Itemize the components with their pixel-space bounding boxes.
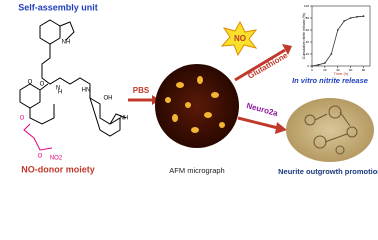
data-point — [343, 20, 346, 22]
data-point — [362, 15, 365, 18]
data-point — [356, 15, 359, 18]
x-tick-label: 80 — [362, 68, 366, 72]
label: NO — [234, 34, 246, 43]
label: PBS — [133, 86, 150, 95]
label: In vitro nitrite release — [292, 76, 368, 85]
x-tick-label: 20 — [323, 68, 327, 72]
atom: O — [38, 154, 43, 160]
y-tick-label: 0 — [307, 64, 309, 68]
atom: O — [28, 80, 33, 86]
label: Neurite outgrowth promotion — [278, 167, 378, 176]
label: Glutathione — [246, 50, 289, 80]
data-point — [323, 62, 326, 64]
data-point — [317, 63, 320, 66]
arrow — [237, 116, 279, 130]
data-point — [330, 53, 333, 55]
arrow — [234, 48, 286, 82]
atom: N — [56, 86, 60, 92]
no-burst — [220, 20, 258, 57]
atom: NH — [120, 116, 129, 122]
y-tick-label: 40 — [306, 40, 310, 44]
x-tick-label: 0 — [311, 68, 313, 72]
linker — [23, 123, 53, 151]
cell-image — [286, 98, 374, 162]
atom: OH — [104, 96, 113, 102]
structure — [19, 19, 127, 151]
arrow-head — [282, 44, 292, 55]
afm-image — [155, 64, 239, 148]
label: AFM micrograph — [169, 166, 224, 175]
cells — [304, 105, 358, 155]
atom: O — [20, 116, 25, 122]
y-axis-label: Cumulative nitrite release (%) — [302, 13, 306, 59]
data-point — [311, 65, 313, 67]
y-tick-label: 80 — [306, 16, 310, 20]
data-point — [336, 29, 339, 31]
atom: NH — [62, 40, 71, 46]
atom: HN — [82, 88, 91, 94]
arrow-head — [275, 122, 287, 134]
page: {"labels":{"self_assembly":"Self-assembl… — [18, 2, 378, 176]
afm-spots — [165, 76, 225, 133]
label: Self-assembly unit — [18, 2, 98, 12]
atom: NO2 — [50, 156, 63, 162]
atom: O — [40, 82, 45, 88]
y-tick-label: 100 — [304, 4, 309, 8]
y-tick-label: 20 — [306, 52, 310, 56]
chart-frame — [311, 5, 371, 67]
x-axis-label: Time (h) — [334, 71, 349, 76]
x-tick-label: 40 — [336, 68, 340, 72]
label: NO-donor moiety — [21, 164, 95, 174]
label: Neuro2a — [245, 101, 279, 118]
y-tick-label: 60 — [306, 28, 310, 32]
x-tick-label: 60 — [349, 68, 353, 72]
bonds — [19, 19, 127, 137]
atom: H — [58, 90, 62, 96]
data-point — [349, 17, 352, 19]
